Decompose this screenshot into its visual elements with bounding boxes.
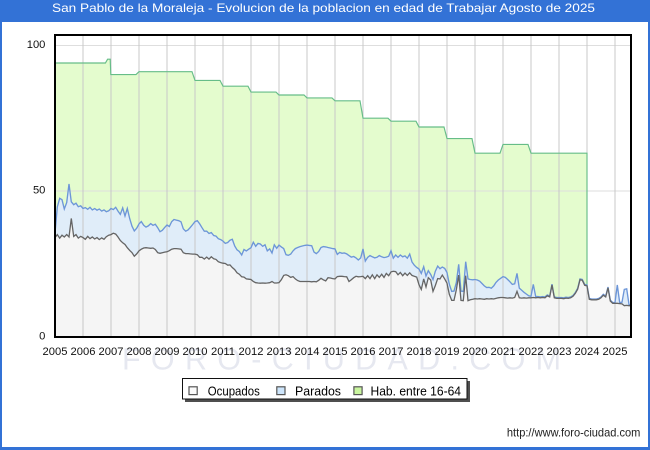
svg-text:0: 0 (39, 330, 45, 342)
svg-text:2012: 2012 (239, 346, 264, 358)
svg-text:2020: 2020 (463, 346, 488, 358)
svg-text:2009: 2009 (155, 346, 180, 358)
svg-text:2008: 2008 (127, 346, 152, 358)
svg-text:http://www.foro-ciudad.com: http://www.foro-ciudad.com (507, 425, 641, 439)
svg-text:Hab. entre 16-64: Hab. entre 16-64 (371, 384, 462, 398)
svg-text:50: 50 (33, 184, 45, 196)
svg-text:100: 100 (27, 39, 46, 51)
svg-text:San Pablo de la Moraleja - Evo: San Pablo de la Moraleja - Evolucion de … (52, 2, 596, 15)
svg-text:2025: 2025 (603, 346, 628, 358)
svg-text:2015: 2015 (323, 346, 348, 358)
svg-text:2023: 2023 (547, 346, 572, 358)
svg-text:Parados: Parados (295, 384, 341, 398)
svg-text:2019: 2019 (435, 346, 460, 358)
svg-text:2014: 2014 (295, 346, 320, 358)
svg-text:2016: 2016 (351, 346, 376, 358)
svg-text:2011: 2011 (211, 346, 235, 358)
svg-text:2018: 2018 (407, 346, 432, 358)
svg-text:2010: 2010 (183, 346, 208, 358)
svg-text:2024: 2024 (575, 346, 600, 358)
svg-text:2006: 2006 (71, 346, 96, 358)
svg-text:2007: 2007 (99, 346, 124, 358)
svg-text:Ocupados: Ocupados (208, 384, 260, 398)
svg-text:2017: 2017 (379, 346, 404, 358)
svg-text:2013: 2013 (267, 346, 292, 358)
svg-text:FORO-CIUDAD.COM: FORO-CIUDAD.COM (122, 343, 571, 377)
svg-text:2021: 2021 (491, 346, 516, 358)
svg-text:2005: 2005 (43, 346, 68, 358)
svg-text:2022: 2022 (519, 346, 544, 358)
